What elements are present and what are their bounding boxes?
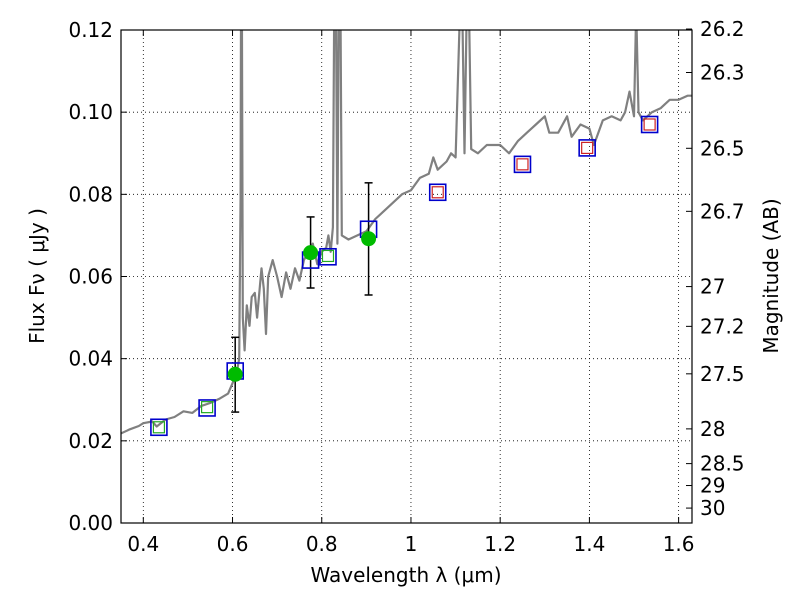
model-photometry-square (150, 418, 168, 437)
magnitude-tick-label: 26.2 (700, 17, 745, 41)
model-photometry-square (640, 115, 659, 134)
y-tick-label: 0.10 (68, 100, 113, 124)
x-axis-title: Wavelength λ (μm) (310, 563, 501, 587)
x-tick-label: 1 (405, 532, 418, 556)
magnitude-tick-label: 26.5 (700, 136, 745, 160)
model-photometry-square (428, 183, 447, 202)
y-tick-label: 0.12 (68, 18, 113, 42)
y-tick-label: 0.04 (68, 347, 113, 371)
magnitude-tick-label: 27.5 (700, 362, 745, 386)
y-axis-title: Flux Fν ( μJy ) (25, 208, 49, 344)
data-layer (121, 30, 692, 437)
y2-axis-title: Magnitude (AB) (759, 198, 783, 353)
magnitude-tick-label: 26.3 (700, 61, 745, 85)
model-photometry-square (319, 247, 337, 266)
x-tick-label: 1.6 (663, 532, 695, 556)
observed-point (361, 231, 377, 247)
y-tick-label: 0.02 (68, 429, 113, 453)
inner-square-marker (200, 401, 214, 414)
y-tick-label: 0.08 (68, 182, 113, 206)
x-tick-label: 1.4 (573, 532, 605, 556)
x-tick-label: 1.2 (484, 532, 516, 556)
model-photometry-square (513, 155, 532, 174)
magnitude-tick-label: 30 (700, 496, 725, 520)
magnitude-tick-label: 26.7 (700, 199, 745, 223)
spectrum-line (121, 30, 692, 435)
magnitude-tick-label: 28.5 (700, 452, 745, 476)
x-tick-label: 0.8 (306, 532, 338, 556)
inner-square-marker (431, 186, 444, 199)
y-tick-label: 0.06 (68, 265, 113, 289)
inner-square-marker (321, 249, 335, 263)
x-tick-label: 0.6 (217, 532, 249, 556)
magnitude-tick-label: 28 (700, 417, 725, 441)
axes: 0.4 0.6 0.8 1 1.2 1.4 1.6 0.00 0.02 0.04 0.06 0.08 0… (68, 17, 744, 556)
inner-square-marker (516, 158, 529, 171)
y-tick-label: 0.00 (68, 511, 113, 535)
inner-square-marker (643, 118, 656, 131)
model-photometry-square (198, 399, 216, 417)
observed-point (227, 366, 243, 382)
observed-point (303, 245, 319, 261)
x-tick-label: 0.4 (127, 532, 159, 556)
magnitude-tick-label: 27.2 (700, 314, 745, 338)
magnitude-tick-label: 27 (700, 275, 725, 299)
inner-square-marker (581, 141, 594, 155)
inner-square-marker (152, 421, 166, 434)
model-photometry-square (578, 139, 596, 157)
magnitude-tick-label: 29 (700, 474, 725, 498)
